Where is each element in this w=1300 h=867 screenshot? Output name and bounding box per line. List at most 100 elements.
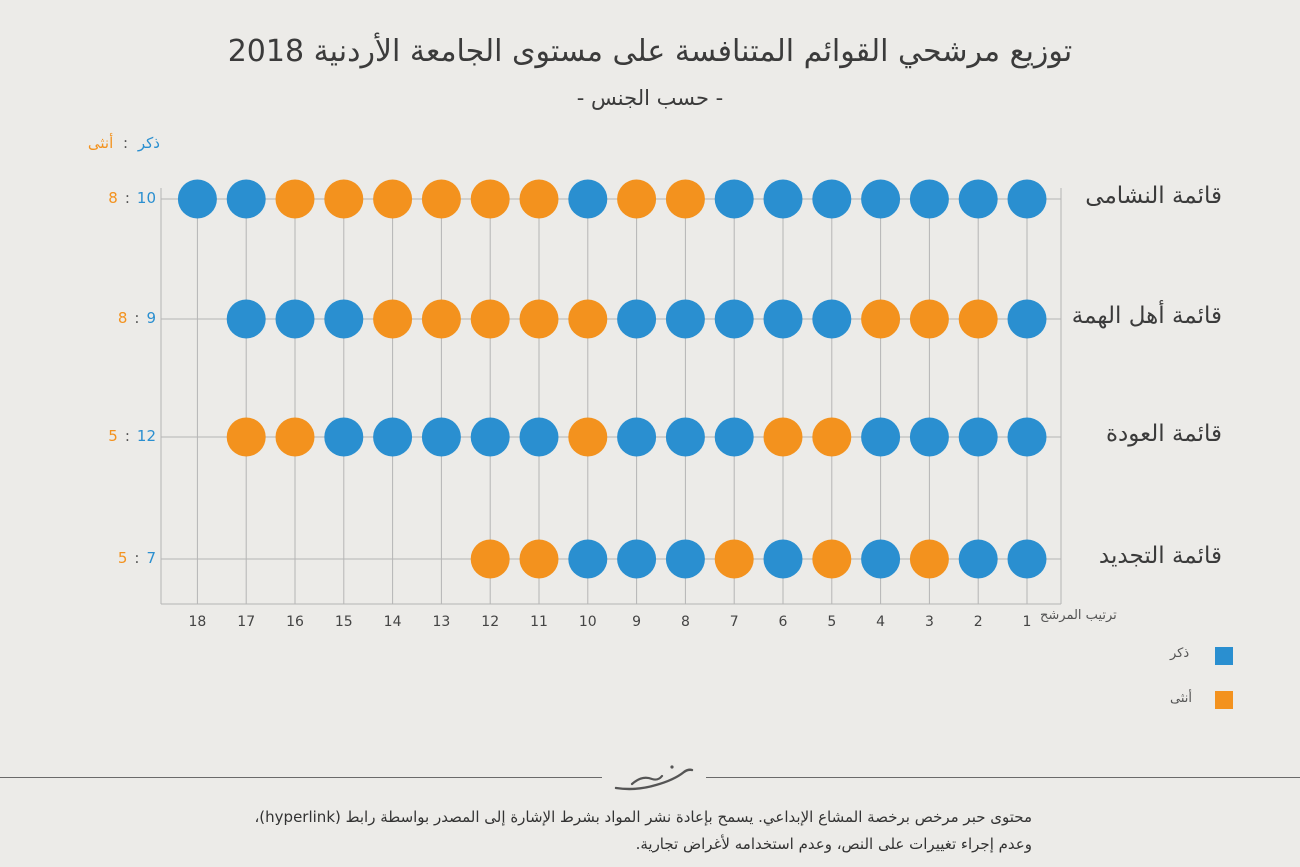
x-tick-label: 7 [730, 614, 739, 630]
candidate-dot-female [909, 539, 949, 579]
footer-license-line2: وعدم إجراء تغييرات على النص، وعدم استخدا… [635, 835, 1032, 853]
x-tick-label: 9 [632, 614, 641, 630]
candidate-dot-male [226, 299, 266, 339]
ratio-legend-separator: : [123, 134, 129, 152]
candidate-dot-male [617, 417, 657, 457]
candidate-dot-male [763, 539, 803, 579]
candidate-dot-male [617, 299, 657, 339]
candidate-dot-male [568, 179, 608, 219]
candidate-dot-male [324, 299, 364, 339]
gender-ratio: 5:12 [60, 427, 156, 445]
footer-license-line1: محتوى حبر مرخص برخصة المشاع الإبداعي. يس… [254, 808, 1032, 826]
candidate-dot-male [714, 179, 754, 219]
logo-icon [614, 765, 694, 791]
candidate-dot-female [519, 299, 559, 339]
ratio-separator: : [134, 309, 140, 327]
x-tick-label: 11 [530, 614, 548, 630]
x-tick-label: 14 [384, 614, 402, 630]
legend-swatch-female [1215, 691, 1233, 709]
candidate-dot-male [324, 417, 364, 457]
candidate-dot-female [275, 179, 315, 219]
candidate-dot-male [861, 179, 901, 219]
gender-ratio: 8:9 [60, 309, 156, 327]
legend-label-male: ذكر [1170, 646, 1190, 661]
candidate-dot-male [470, 417, 510, 457]
candidate-dot-male [1007, 417, 1047, 457]
ratio-male-count: 9 [146, 309, 156, 327]
gender-ratio: 5:7 [60, 549, 156, 567]
ratio-male-count: 7 [146, 549, 156, 567]
ratio-female-count: 8 [108, 189, 118, 207]
candidate-dot-male [421, 417, 461, 457]
row-label: قائمة النشامى [1085, 183, 1222, 209]
x-tick-label: 15 [335, 614, 353, 630]
x-tick-label: 17 [237, 614, 255, 630]
ratio-separator: : [134, 549, 140, 567]
candidate-dot-male [714, 299, 754, 339]
candidate-dot-male [617, 539, 657, 579]
candidate-dot-female [812, 539, 852, 579]
legend-swatch-male [1215, 647, 1233, 665]
ratio-male-count: 12 [136, 427, 156, 445]
candidate-dot-female [714, 539, 754, 579]
ratio-legend: ذكر : أنثى [60, 134, 160, 152]
candidate-dot-male [861, 539, 901, 579]
ratio-legend-male: ذكر [137, 134, 160, 152]
candidate-dot-female [373, 179, 413, 219]
x-tick-label: 18 [188, 614, 206, 630]
candidate-dot-female [861, 299, 901, 339]
chart-title: توزيع مرشحي القوائم المتنافسة على مستوى … [227, 34, 1073, 69]
candidate-dot-male [373, 417, 413, 457]
candidate-dot-male [275, 299, 315, 339]
candidate-dot-male [519, 417, 559, 457]
x-tick-label: 12 [481, 614, 499, 630]
candidate-dot-male [812, 299, 852, 339]
x-tick-label: 6 [779, 614, 788, 630]
x-tick-label: 8 [681, 614, 690, 630]
candidate-dot-male [958, 539, 998, 579]
candidate-dot-male [665, 299, 705, 339]
candidate-dot-female [665, 179, 705, 219]
x-tick-label: 2 [974, 614, 983, 630]
candidate-dot-female [470, 539, 510, 579]
candidate-dot-female [275, 417, 315, 457]
x-tick-label: 10 [579, 614, 597, 630]
candidate-dot-male [763, 299, 803, 339]
x-tick-label: 1 [1023, 614, 1032, 630]
ratio-female-count: 5 [108, 427, 118, 445]
candidate-dot-female [763, 417, 803, 457]
x-tick-label: 5 [827, 614, 836, 630]
candidate-dot-male [177, 179, 217, 219]
footer-divider-right [706, 777, 1300, 778]
ratio-separator: : [124, 189, 130, 207]
ratio-female-count: 8 [117, 309, 128, 327]
candidate-dot-male [665, 417, 705, 457]
candidate-dot-male [909, 179, 949, 219]
gender-ratio: 8:10 [60, 189, 156, 207]
candidate-dot-male [1007, 539, 1047, 579]
x-tick-label: 16 [286, 614, 304, 630]
x-tick-label: 4 [876, 614, 885, 630]
candidate-dot-female [470, 299, 510, 339]
row-label: قائمة أهل الهمة [1071, 303, 1222, 329]
ratio-separator: : [124, 427, 130, 445]
candidate-dot-male [909, 417, 949, 457]
candidate-dot-male [1007, 179, 1047, 219]
row-label: قائمة التجديد [1098, 543, 1222, 569]
candidate-dot-female [519, 179, 559, 219]
x-tick-label: 3 [925, 614, 934, 630]
candidate-dot-male [1007, 299, 1047, 339]
candidate-dot-male [568, 539, 608, 579]
candidate-dot-male [958, 417, 998, 457]
candidate-dot-female [909, 299, 949, 339]
chart-subtitle: - حسب الجنس - [576, 86, 724, 110]
candidate-dot-female [519, 539, 559, 579]
candidate-dot-female [421, 179, 461, 219]
x-axis-label: ترتيب المرشح [1040, 608, 1117, 623]
candidate-dot-male [226, 179, 266, 219]
ratio-male-count: 10 [136, 189, 156, 207]
ratio-legend-female: أنثى [87, 134, 114, 152]
candidate-dot-female [568, 417, 608, 457]
